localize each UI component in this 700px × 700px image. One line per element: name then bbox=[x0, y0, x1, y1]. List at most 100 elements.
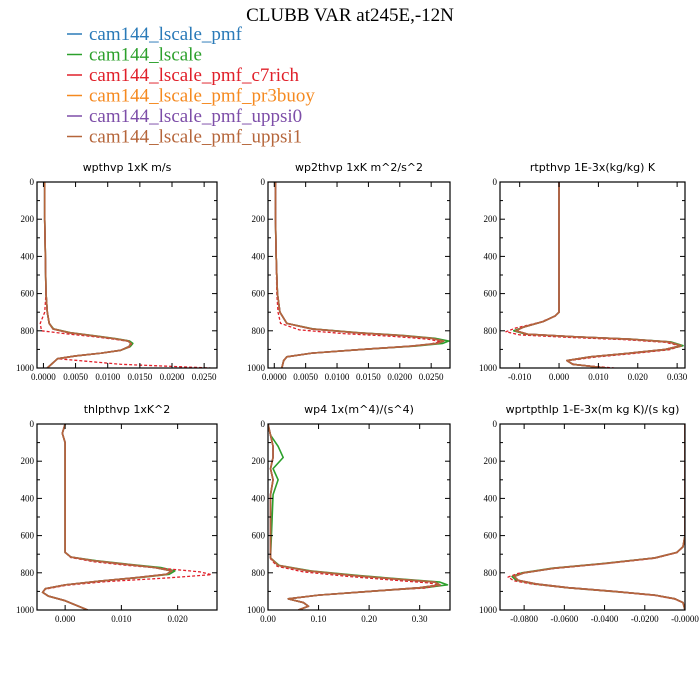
y-tick-label: 1000 bbox=[479, 363, 498, 373]
legend-label: cam144_lscale_pmf_uppsi1 bbox=[89, 127, 302, 148]
y-tick-label: 1000 bbox=[16, 363, 35, 373]
x-tick-label: 0.0150 bbox=[127, 372, 152, 382]
series-line-cam144-lscale-pmf-pr3buoy bbox=[513, 424, 685, 610]
y-tick-label: 400 bbox=[484, 251, 498, 261]
y-tick-label: 0 bbox=[30, 177, 35, 187]
panel-2: wp2thvp 1xK m^2/s^2020040060080010000.00… bbox=[247, 161, 451, 382]
y-tick-label: 0 bbox=[30, 419, 35, 429]
y-tick-label: 200 bbox=[21, 214, 35, 224]
series-line-cam144-lscale-pmf bbox=[41, 424, 173, 610]
y-tick-label: 600 bbox=[21, 531, 35, 541]
series-line-cam144-lscale-pmf-pr3buoy bbox=[41, 424, 173, 610]
series-line-cam144-lscale-pmf-uppsi1 bbox=[274, 182, 445, 368]
y-tick-label: 800 bbox=[252, 568, 266, 578]
legend: cam144_lscale_pmfcam144_lscalecam144_lsc… bbox=[67, 24, 315, 148]
x-tick-label: -0.0400 bbox=[591, 614, 619, 624]
x-tick-label: 0.000 bbox=[549, 372, 570, 382]
x-tick-label: -0.0000 bbox=[671, 614, 699, 624]
series-group bbox=[268, 424, 449, 610]
series-line-cam144-lscale-pmf-c7rich bbox=[274, 182, 442, 368]
series-line-cam144-lscale-pmf-c7rich bbox=[268, 424, 441, 610]
x-tick-label: 0.00 bbox=[260, 614, 276, 624]
series-line-cam144-lscale-pmf-uppsi1 bbox=[514, 182, 682, 368]
x-tick-label: 0.0100 bbox=[95, 372, 120, 382]
series-line-cam144-lscale-pmf-uppsi1 bbox=[41, 424, 173, 610]
y-tick-label: 0 bbox=[261, 419, 266, 429]
plot-frame bbox=[499, 181, 686, 369]
y-tick-label: 400 bbox=[21, 493, 35, 503]
y-tick-label: 600 bbox=[252, 289, 266, 299]
x-tick-label: 0.010 bbox=[588, 372, 609, 382]
series-line-cam144-lscale-pmf-pr3buoy bbox=[274, 182, 445, 368]
x-tick-label: 0.10 bbox=[311, 614, 327, 624]
legend-label: cam144_lscale_pmf bbox=[89, 24, 243, 45]
x-tick-label: -0.010 bbox=[508, 372, 532, 382]
legend-label: cam144_lscale bbox=[89, 45, 202, 66]
x-tick-label: 0.010 bbox=[111, 614, 132, 624]
series-line-cam144-lscale-pmf-c7rich bbox=[41, 424, 213, 610]
y-tick-label: 600 bbox=[484, 289, 498, 299]
y-tick-label: 200 bbox=[21, 456, 35, 466]
y-tick-label: 600 bbox=[252, 531, 266, 541]
panel-4: thlpthvp 1xK^2 0 200 400 600 800 1000 0.000 0.01… bbox=[16, 403, 218, 624]
series-group bbox=[41, 424, 213, 610]
panel-title: wpthvp 1xK m/s bbox=[83, 161, 172, 174]
x-tick-label: 0.0200 bbox=[160, 372, 185, 382]
y-tick-label: 200 bbox=[252, 214, 266, 224]
y-tick-label: 200 bbox=[252, 456, 266, 466]
y-tick-label: 0 bbox=[261, 177, 266, 187]
series-group bbox=[274, 182, 450, 368]
y-tick-label: 400 bbox=[252, 251, 266, 261]
series-line-cam144-lscale-pmf-uppsi0 bbox=[268, 424, 441, 610]
series-group bbox=[507, 424, 685, 610]
x-tick-label: 0.20 bbox=[361, 614, 377, 624]
x-tick-label: 0.020 bbox=[168, 614, 189, 624]
y-tick-label: 1000 bbox=[247, 605, 266, 615]
series-line-cam144-lscale bbox=[511, 424, 685, 610]
legend-label: cam144_lscale_pmf_pr3buoy bbox=[89, 86, 315, 107]
series-line-cam144-lscale-pmf-pr3buoy bbox=[268, 424, 441, 610]
series-line-cam144-lscale bbox=[274, 182, 450, 368]
x-tick-label: 0.0150 bbox=[356, 372, 381, 382]
y-tick-label: 800 bbox=[484, 326, 498, 336]
y-tick-label: 0 bbox=[493, 419, 498, 429]
panel-title: wp4 1x(m^4)/(s^4) bbox=[304, 403, 414, 416]
series-line-cam144-lscale-pmf-uppsi0 bbox=[41, 424, 173, 610]
series-line-cam144-lscale bbox=[512, 182, 684, 368]
series-line-cam144-lscale-pmf-c7rich bbox=[505, 182, 682, 368]
series-line-cam144-lscale-pmf-uppsi1 bbox=[513, 424, 685, 610]
series-line-cam144-lscale-pmf-uppsi1 bbox=[268, 424, 441, 610]
x-tick-label: 0.000 bbox=[55, 614, 76, 624]
x-tick-label: 0.0000 bbox=[31, 372, 56, 382]
y-tick-label: 200 bbox=[484, 214, 498, 224]
panel-title: wprtpthlp 1-E-3x(m kg K)/(s kg) bbox=[506, 403, 680, 416]
legend-entry: cam144_lscale_pmf_c7rich bbox=[67, 65, 299, 86]
legend-entry: cam144_lscale_pmf_uppsi0 bbox=[67, 106, 302, 127]
panel-title: rtpthvp 1E-3x(kg/kg) K bbox=[530, 161, 656, 174]
legend-entry: cam144_lscale bbox=[67, 45, 202, 66]
y-tick-label: 400 bbox=[21, 251, 35, 261]
legend-label: cam144_lscale_pmf_uppsi0 bbox=[89, 106, 302, 127]
y-tick-label: 200 bbox=[484, 456, 498, 466]
y-tick-label: 600 bbox=[484, 531, 498, 541]
x-tick-label: 0.0050 bbox=[293, 372, 318, 382]
plot-frame bbox=[267, 181, 451, 369]
x-tick-label: 0.0250 bbox=[419, 372, 444, 382]
x-tick-label: 0.0250 bbox=[192, 372, 217, 382]
legend-entry: cam144_lscale_pmf_uppsi1 bbox=[67, 127, 302, 148]
x-tick-label: 0.030 bbox=[667, 372, 688, 382]
figure-title: CLUBB VAR at245E,-12N bbox=[246, 5, 454, 26]
x-tick-label: -0.0200 bbox=[631, 614, 659, 624]
series-line-cam144-lscale-pmf-uppsi1 bbox=[43, 182, 132, 368]
y-tick-label: 1000 bbox=[479, 605, 498, 615]
y-tick-label: 400 bbox=[484, 493, 498, 503]
series-line-cam144-lscale-pmf bbox=[513, 424, 685, 610]
x-tick-label: -0.0600 bbox=[550, 614, 578, 624]
series-line-cam144-lscale-pmf-c7rich bbox=[507, 424, 685, 610]
y-tick-label: 800 bbox=[21, 326, 35, 336]
series-group bbox=[505, 182, 684, 368]
